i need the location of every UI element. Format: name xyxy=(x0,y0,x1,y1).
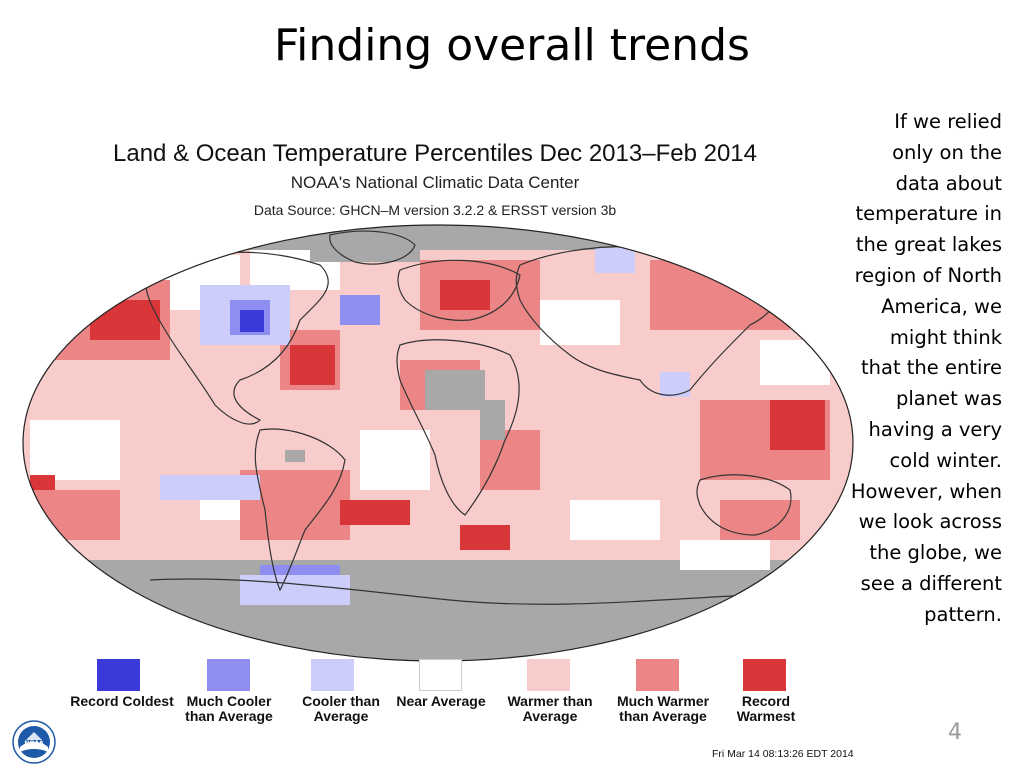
legend-label-record-warmest: Record Warmest xyxy=(736,693,796,724)
map-near-atlantic xyxy=(360,430,430,490)
coast-australia xyxy=(696,474,792,536)
coast-europe xyxy=(397,259,521,321)
legend-swatch-record-warmest xyxy=(743,659,786,691)
coast-antarctica xyxy=(149,578,751,605)
map-nodata-eafrica xyxy=(480,400,505,440)
legend-label-warmer: Warmer than Average xyxy=(507,693,593,724)
legend-swatch-warmer xyxy=(527,659,570,691)
legend-swatch-much-warmer xyxy=(636,659,679,691)
noaa-logo: NOAA xyxy=(12,720,56,764)
legend-label-record-coldest: Record Coldest xyxy=(70,693,174,709)
map-near-indian xyxy=(570,500,660,540)
map-subtitle: NOAA's National Climatic Data Center xyxy=(290,173,580,192)
map-muchwarmer-spacific xyxy=(30,490,120,540)
map-nodata-amazon xyxy=(285,450,305,462)
legend-label-cooler: Cooler than Average xyxy=(302,693,380,724)
map-record-wpacific xyxy=(770,400,825,450)
map-record-indian xyxy=(460,525,510,550)
map-near-south xyxy=(680,540,770,570)
legend-swatch-much-cooler xyxy=(207,659,250,691)
map-near-asia xyxy=(540,300,620,345)
map-record-npacific xyxy=(90,300,160,340)
map-muchwarmer-siberia xyxy=(650,260,790,330)
coast-africa xyxy=(396,339,520,516)
map-data-source: Data Source: GHCN–M version 3.2.2 & ERSS… xyxy=(253,202,617,218)
map-muchcooler-greenland xyxy=(340,295,380,325)
coast-north-america xyxy=(145,251,329,425)
map-record-europe xyxy=(440,280,490,310)
map-near-pacific-east xyxy=(760,340,830,385)
coast-south-america xyxy=(254,428,346,592)
map-cooler-antarctic xyxy=(240,575,350,605)
legend-label-much-cooler: Much Cooler than Average xyxy=(185,693,273,724)
map-nodata-africa xyxy=(425,370,485,410)
map-record-coldest-greatlakes xyxy=(240,310,264,332)
map-cooler-arctic xyxy=(595,248,635,273)
map-record-epacific xyxy=(30,475,55,490)
slide-body-text: If we relied only on the data about temp… xyxy=(850,110,1002,626)
map-title: Land & Ocean Temperature Percentiles Dec… xyxy=(113,140,757,167)
map-coastlines xyxy=(145,230,792,605)
coast-greenland xyxy=(329,230,416,265)
legend-label-much-warmer: Much Warmer than Average xyxy=(616,693,710,724)
legend-swatch-near-average xyxy=(419,659,462,691)
slide-title: Finding overall trends xyxy=(274,20,750,71)
map-near-pacific xyxy=(30,420,120,480)
legend-swatch-record-coldest xyxy=(97,659,140,691)
map-record-satlantic xyxy=(340,500,410,525)
page-number: 4 xyxy=(948,720,962,745)
map-record-natlantic xyxy=(290,345,335,385)
map-cooler-seasia xyxy=(660,372,690,397)
map-cooler-epacific xyxy=(160,475,260,500)
map-antarctic-nodata xyxy=(23,560,853,661)
noaa-logo-text: NOAA xyxy=(24,740,44,747)
map-timestamp: Fri Mar 14 08:13:26 EDT 2014 xyxy=(712,748,854,760)
legend-label-near-average: Near Average xyxy=(396,693,486,709)
legend-swatch-cooler xyxy=(311,659,354,691)
